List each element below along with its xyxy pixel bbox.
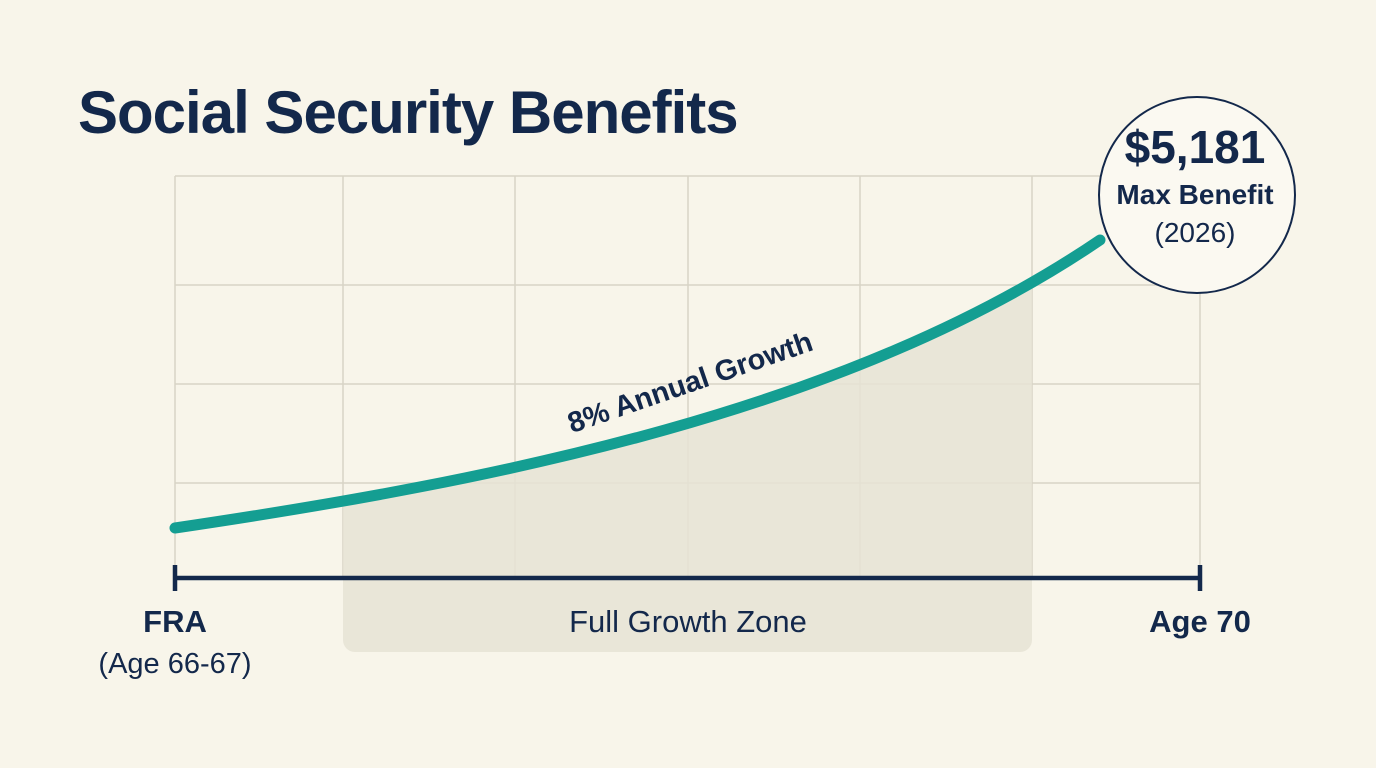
start-sublabel: (Age 66-67) xyxy=(98,648,251,680)
growth-curve xyxy=(169,234,1106,534)
callout-label: Max Benefit xyxy=(1116,179,1273,210)
callout-circle xyxy=(1098,96,1296,294)
zone-label: Full Growth Zone xyxy=(569,604,807,639)
callout-value: $5,181 xyxy=(1125,121,1266,173)
growth-zone xyxy=(343,240,1032,652)
end-label: Age 70 xyxy=(1149,604,1251,639)
title: Social Security Benefits xyxy=(78,79,738,146)
callout-note: (2026) xyxy=(1155,217,1236,248)
start-label: FRA xyxy=(143,604,207,639)
